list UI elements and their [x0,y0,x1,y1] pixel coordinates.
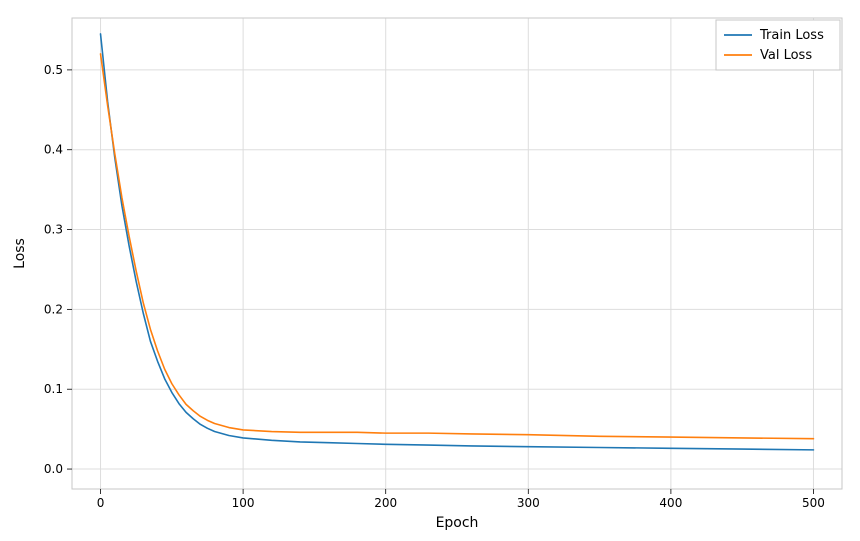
y-tick-label: 0.1 [44,382,63,396]
chart-svg: 0 100 200 300 400 500 0.0 0.1 0.2 0.3 0.4 0.5 Epoch L… [0,0,860,541]
legend-label: Val Loss [760,48,812,63]
y-tick-label: 0.3 [44,223,63,237]
y-tick-label: 0.4 [44,143,63,157]
legend: Train Loss Val Loss [716,20,840,70]
y-tick-label: 0.5 [44,63,63,77]
x-tick-label: 100 [232,496,255,510]
y-tick-label: 0.2 [44,302,63,316]
x-tick-label: 300 [517,496,540,510]
legend-label: Train Loss [759,28,824,43]
loss-chart: 0 100 200 300 400 500 0.0 0.1 0.2 0.3 0.4 0.5 Epoch L… [0,0,860,541]
x-axis-label: Epoch [436,515,479,531]
x-tick-label: 400 [659,496,682,510]
y-tick-label: 0.0 [44,462,63,476]
x-tick-label: 0 [97,496,105,510]
x-tick-label: 500 [802,496,825,510]
x-tick-label: 200 [374,496,397,510]
y-axis-label: Loss [12,238,28,269]
